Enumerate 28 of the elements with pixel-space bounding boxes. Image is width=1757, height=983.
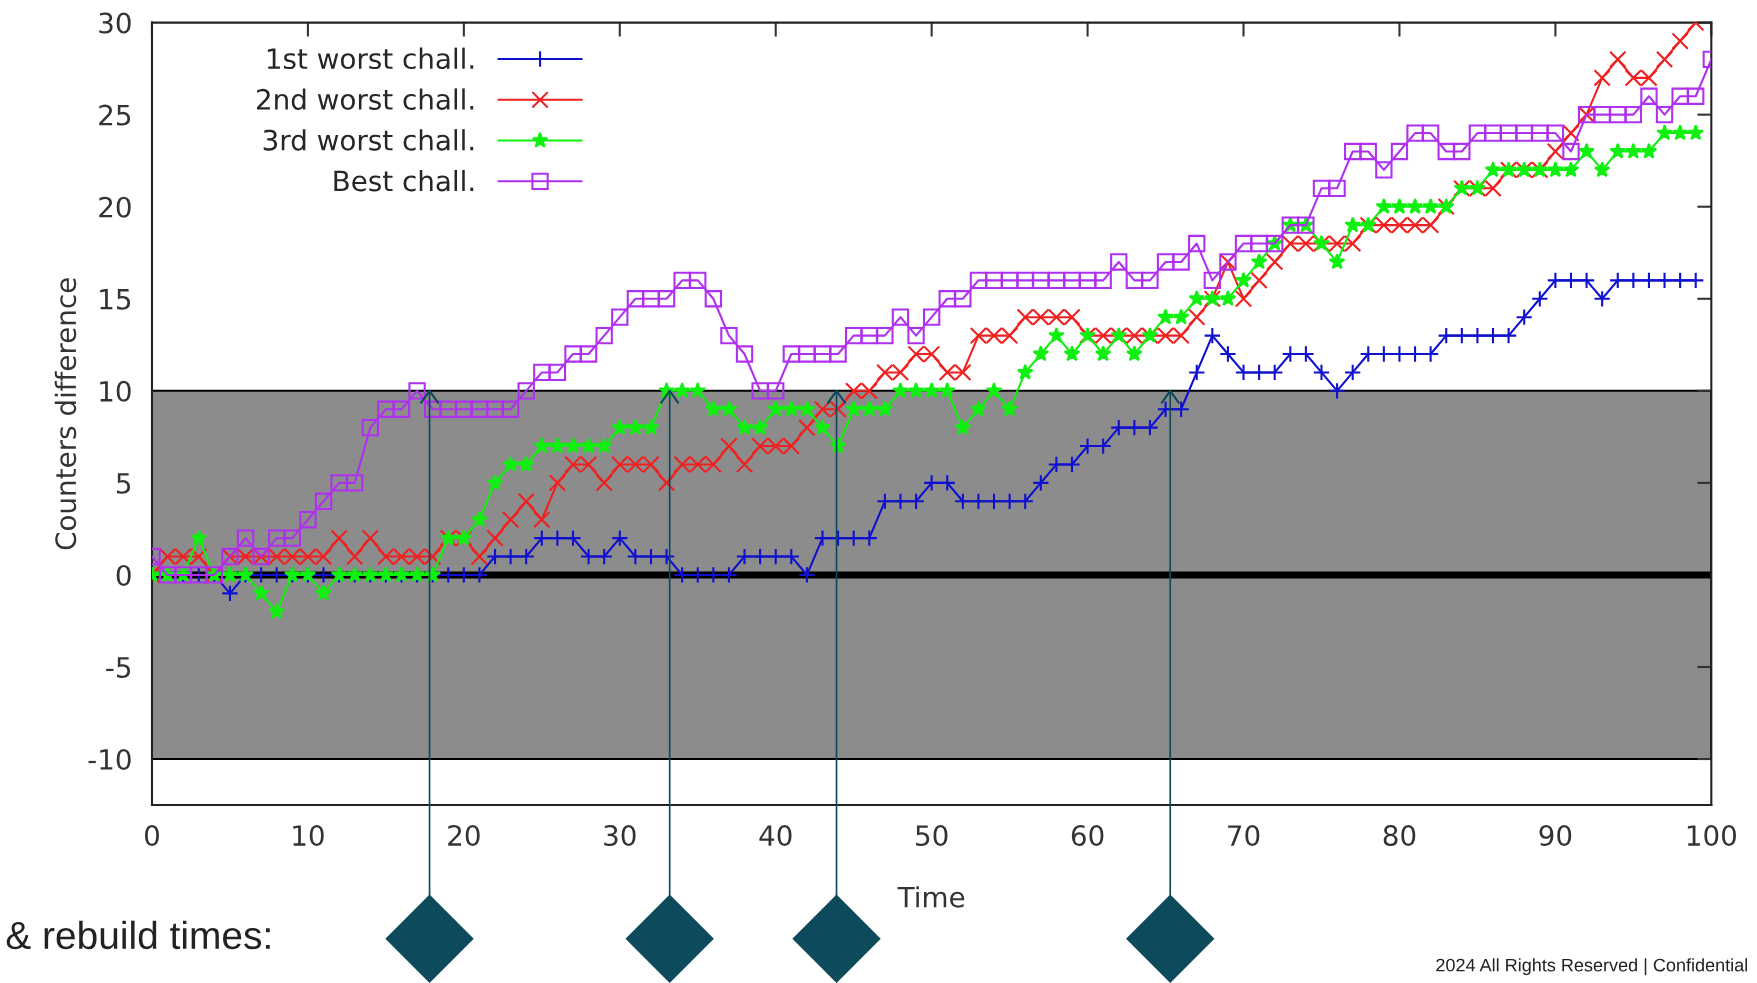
legend-label: 1st worst chall. bbox=[267, 47, 474, 70]
x-tick-label: 90 bbox=[1539, 825, 1572, 847]
y-tick-label: 25 bbox=[99, 104, 131, 126]
legend-label: Best chall. bbox=[334, 169, 474, 192]
legend-label: 3rd worst chall. bbox=[263, 129, 474, 151]
y-axis-title: Counters difference bbox=[54, 278, 77, 550]
x-tick-label: 60 bbox=[1071, 825, 1104, 847]
y-tick-label: 10 bbox=[100, 380, 131, 402]
text: & rebuild times: bbox=[6, 920, 270, 950]
y-tick-label: 15 bbox=[100, 289, 131, 310]
legend-label: 2nd worst chall. bbox=[256, 88, 474, 110]
x-axis-title: Time bbox=[897, 886, 965, 908]
x-tick-label: 10 bbox=[293, 825, 324, 847]
x-tick-label: 100 bbox=[1687, 825, 1736, 847]
x-tick-label: 0 bbox=[144, 825, 159, 847]
x-tick-label: 80 bbox=[1383, 825, 1416, 847]
x-tick-label: 20 bbox=[448, 825, 480, 847]
y-tick-label: 5 bbox=[117, 473, 131, 494]
x-tick-label: 40 bbox=[759, 825, 792, 847]
y-tick-label: -5 bbox=[106, 657, 131, 678]
y-tick-label: 0 bbox=[116, 564, 131, 586]
x-tick-label: 50 bbox=[916, 825, 948, 847]
text: 2024 All Rights Reserved | Confidential bbox=[1436, 958, 1748, 976]
x-tick-label: 70 bbox=[1228, 825, 1260, 847]
y-tick-label: 30 bbox=[99, 12, 131, 34]
y-tick-label: 20 bbox=[99, 196, 131, 218]
x-tick-label: 30 bbox=[604, 825, 636, 847]
y-tick-label: -10 bbox=[88, 748, 131, 770]
